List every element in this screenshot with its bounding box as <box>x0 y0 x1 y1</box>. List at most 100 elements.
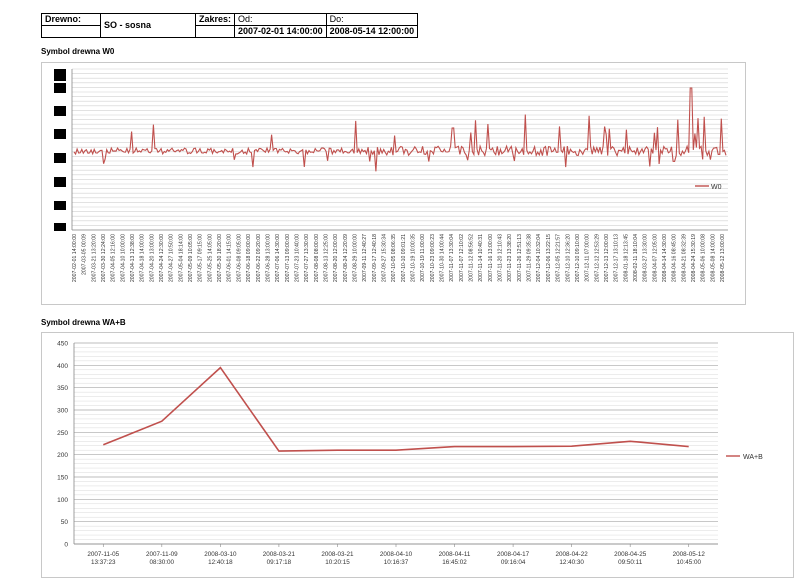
to-value: 2008-05-14 12:00:00 <box>325 25 419 38</box>
chart1-x-tick-label: 2008-04-14 14:30:00 <box>662 234 668 282</box>
chart1-y-tick-label <box>54 177 66 187</box>
chart1-x-tick-label: 2007-07-13 09:00:00 <box>285 234 291 282</box>
chart1-x-tick-label: 2007-07-06 14:30:00 <box>275 234 281 282</box>
chart2-x-tick-label-date: 2008-04-25 <box>614 551 647 558</box>
chart1-x-tick-label: 2007-08-20 12:00:00 <box>333 234 339 282</box>
chart1-x-tick-label: 2007-12-10 12:36:20 <box>565 234 571 282</box>
chart1-x-tick-label: 2007-11-12 08:56:52 <box>469 234 475 282</box>
to-label: Do: <box>325 13 419 26</box>
chart1-x-tick-label: 2008-04-07 12:05:00 <box>652 234 658 282</box>
chart1-x-tick-label: 2007-12-17 13:10:13 <box>614 234 620 282</box>
chart1-x-tick-label: 2007-10-30 14:00:44 <box>440 234 446 282</box>
empty-cell-2 <box>194 25 236 38</box>
chart1-x-tick-label: 2007-10-05 08:06:35 <box>391 234 397 282</box>
chart2-x-tick-label-time: 09:50:11 <box>618 559 643 566</box>
chart1-x-tick-label: 2007-11-16 13:00:00 <box>488 234 494 282</box>
chart1-x-tick-label: 2008-04-16 08:45:00 <box>672 234 678 282</box>
chart1-x-tick-label: 2007-10-23 09:00:23 <box>430 234 436 282</box>
chart1-x-tick-label: 2007-06-01 14:15:00 <box>227 234 233 282</box>
chart1-x-tick-label: 2007-12-10 09:10:00 <box>575 234 581 282</box>
chart1-x-tick-label: 2007-09-27 15:30:34 <box>382 234 388 282</box>
chart2-x-tick-label-date: 2008-04-10 <box>380 551 413 558</box>
chart2-y-tick-label: 350 <box>57 385 68 392</box>
chart1-x-tick-label: 2007-05-25 14:05:00 <box>207 234 213 282</box>
chart2-x-tick-label-time: 09:17:18 <box>267 559 292 566</box>
chart1-x-tick-label: 2007-11-29 09:35:38 <box>527 234 533 282</box>
chart1-x-tick-label: 2007-12-12 12:53:29 <box>594 234 600 282</box>
chart1-x-tick-label: 2008-05-08 14:00:00 <box>710 234 716 282</box>
chart1-x-tick-label: 2007-04-24 12:30:00 <box>159 234 165 282</box>
chart1-x-tick-label: 2008-02-11 18:10:04 <box>633 234 639 282</box>
header-table: Drewno: SO - sosna Zakres: Od: Do: 2007-… <box>41 13 419 38</box>
chart1-x-tick-label: 2007-12-05 12:21:57 <box>556 234 562 282</box>
chart1-x-tick-label: 2007-08-08 08:00:00 <box>314 234 320 282</box>
chart2-x-tick-label-time: 13:37:23 <box>91 559 116 566</box>
chart1-y-tick-label <box>54 201 66 210</box>
chart1-y-tick-label <box>54 129 66 139</box>
chart1-x-tick-label: 2007-05-04 18:14:00 <box>178 234 184 282</box>
chart1-x-tick-label: 2007-04-27 10:50:00 <box>169 234 175 282</box>
chart1-container: W0 2007-02-01 14:00:00 2007-03-05 00:09 200… <box>41 62 746 305</box>
chart1-x-tick-label: 2007-12-04 10:32:04 <box>536 234 542 282</box>
chart1-x-tick-label: 2008-05-12 13:00:00 <box>720 234 726 282</box>
chart1-x-tick-label: 2007-11-20 12:10:43 <box>498 234 504 282</box>
chart1-x-tick-label: 2007-03-30 12:24:00 <box>101 234 107 282</box>
chart1-x-tick-label: 2007-08-13 12:25:00 <box>324 234 330 282</box>
chart1-series-line <box>73 87 727 172</box>
chart1-x-tick-label: 2007-09-17 12:40:18 <box>372 234 378 282</box>
chart1-x-tick-label: 2007-03-05 00:09 <box>82 234 88 275</box>
chart1-x-tick-label: 2007-04-20 13:00:00 <box>149 234 155 282</box>
chart1-x-tick-label: 2007-05-17 09:15:00 <box>198 234 204 282</box>
chart1-x-tick-label: 2007-04-18 14:00:00 <box>140 234 146 282</box>
chart1-x-tick-label: 2007-10-10 09:01:21 <box>401 234 407 282</box>
range-label: Zakres: <box>194 13 236 26</box>
chart1-x-tick-label: 2008-05-06 10:00:08 <box>701 234 707 282</box>
chart1-y-tick-label <box>54 223 66 231</box>
empty-cell-1 <box>41 25 101 38</box>
chart1-x-tick-label: 2007-11-23 13:38:20 <box>507 234 513 282</box>
chart1-x-tick-label: 2007-06-08 09:05:00 <box>236 234 242 282</box>
chart2-x-tick-label-time: 10:16:37 <box>384 559 409 566</box>
chart2-x-tick-label-time: 12:40:18 <box>208 559 233 566</box>
chart2-x-tick-label-time: 08:30:00 <box>150 559 175 566</box>
chart2-y-tick-label: 50 <box>61 519 69 526</box>
chart2-y-tick-label: 250 <box>57 430 68 437</box>
chart1-x-tick-label: 2007-02-01 14:00:00 <box>72 234 78 282</box>
chart2-x-tick-label-date: 2008-04-11 <box>439 551 471 558</box>
chart1-x-tick-label: 2007-04-13 12:38:00 <box>130 234 136 282</box>
chart1-y-tick-label <box>54 69 66 81</box>
chart1-x-tick-label: 2007-05-09 10:05:00 <box>188 234 194 282</box>
chart1-x-tick-label: 2007-11-14 10:40:31 <box>478 234 484 282</box>
chart2-x-tick-label-date: 2008-04-17 <box>497 551 530 558</box>
wood-value: SO - sosna <box>100 13 196 38</box>
chart2-title: Symbol drewna WA+B <box>41 318 126 327</box>
chart2-y-tick-label: 300 <box>57 408 68 415</box>
chart2-x-tick-label-date: 2007-11-05 <box>87 551 119 558</box>
chart2-series-line <box>103 366 689 452</box>
chart2-x-tick-label-time: 12:40:30 <box>559 559 584 566</box>
chart2-x-tick-label-date: 2008-03-21 <box>321 551 354 558</box>
chart1-x-tick-label: 2008-01-18 12:13:45 <box>623 234 629 282</box>
chart1-x-tick-label: 2007-07-23 10:40:00 <box>294 234 300 282</box>
chart1-x-tick-label: 2007-06-22 09:20:00 <box>256 234 262 282</box>
chart2-x-tick-label-date: 2008-03-10 <box>204 551 237 558</box>
from-value: 2007-02-01 14:00:00 <box>234 25 327 38</box>
chart1-x-tick-label: 2007-11-07 13:30:04 <box>449 234 455 282</box>
chart1-x-tick-label: 2007-10-19 10:00:35 <box>411 234 417 282</box>
chart1-x-tick-label: 2007-09-11 12:40:27 <box>362 234 368 282</box>
chart1-x-tick-label: 2007-11-07 12:10:02 <box>459 234 465 282</box>
chart2-svg: 0 50 100 150 200 250 300 350 400 450 2007-11-0513:… <box>57 341 763 567</box>
chart1-x-tick-label: 2007-06-18 09:00:00 <box>246 234 252 282</box>
chart2-x-tick-label-date: 2008-05-12 <box>673 551 706 558</box>
chart1-x-tick-label: 2007-05-30 18:20:00 <box>217 234 223 282</box>
chart1-x-tick-label: 2007-04-10 10:00:00 <box>120 234 126 282</box>
chart1-x-tick-label: 2007-11-26 12:51:13 <box>517 234 523 282</box>
chart2-x-tick-label-date: 2007-11-09 <box>146 551 178 558</box>
chart1-y-tick-label <box>54 153 66 163</box>
chart1-x-tick-label: 2007-03-21 13:20:00 <box>91 234 97 282</box>
chart1-y-tick-label <box>54 106 66 116</box>
chart1-x-tick-label: 2008-04-24 15:30:19 <box>691 234 697 282</box>
chart2-x-tick-label-time: 09:16:04 <box>501 559 526 566</box>
chart2-x-tick-label-time: 10:45:00 <box>676 559 701 566</box>
chart1-x-tick-label: 2007-04-05 12:16:00 <box>111 234 117 282</box>
